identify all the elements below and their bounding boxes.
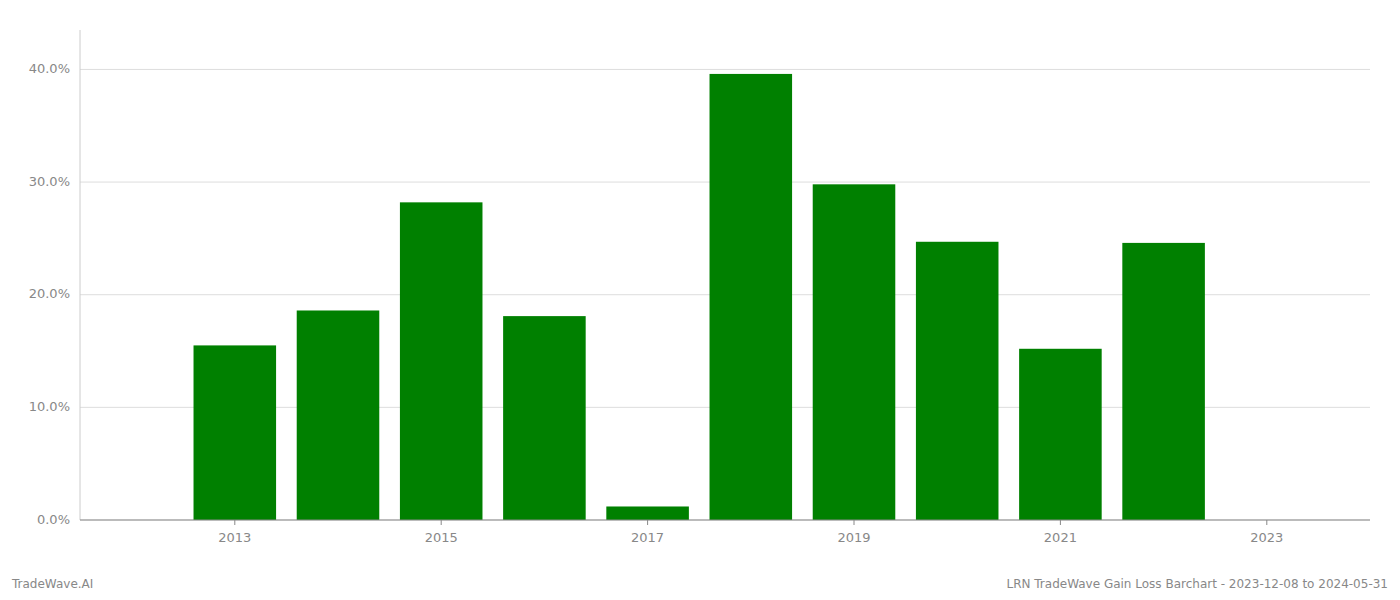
x-tick <box>854 520 855 525</box>
bar <box>503 316 586 520</box>
bar <box>710 74 793 520</box>
x-tick-label: 2019 <box>837 530 870 545</box>
x-tick <box>1266 520 1267 525</box>
y-tick-label: 0.0% <box>37 512 70 527</box>
y-axis-line <box>80 30 81 520</box>
chart: 0.0% 10.0% 20.0% 30.0% 40.0% 2013 2015 2017 2019… <box>0 0 1400 600</box>
bar <box>194 345 277 520</box>
y-tick-label: 20.0% <box>29 286 70 301</box>
x-tick <box>441 520 442 525</box>
y-tick-label: 40.0% <box>29 61 70 76</box>
grid-line <box>80 520 1370 521</box>
bar <box>1122 243 1205 520</box>
x-tick-label: 2017 <box>631 530 664 545</box>
x-axis: 2013 2015 2017 2019 2021 2023 <box>80 520 1370 545</box>
footer-text: LRN TradeWave Gain Loss Barchart - 2023-… <box>1006 577 1388 591</box>
x-tick <box>234 520 235 525</box>
grid-line <box>80 69 1370 70</box>
x-tick-label: 2021 <box>1044 530 1077 545</box>
x-tick-label: 2015 <box>425 530 458 545</box>
y-axis: 0.0% 10.0% 20.0% 30.0% 40.0% <box>29 30 80 527</box>
x-tick-label: 2013 <box>218 530 251 545</box>
bar <box>813 184 896 520</box>
bar <box>606 506 689 520</box>
x-axis-line <box>80 520 1370 521</box>
bar <box>916 242 999 520</box>
x-tick <box>1060 520 1061 525</box>
y-tick-label: 10.0% <box>29 399 70 414</box>
bar <box>297 310 380 520</box>
x-tick-label: 2023 <box>1250 530 1283 545</box>
bars <box>194 74 1205 520</box>
bar <box>1019 349 1102 520</box>
bar <box>400 202 483 520</box>
footer-text: TradeWave.AI <box>11 577 93 591</box>
y-tick-label: 30.0% <box>29 174 70 189</box>
grid <box>80 69 1370 520</box>
x-tick <box>647 520 648 525</box>
